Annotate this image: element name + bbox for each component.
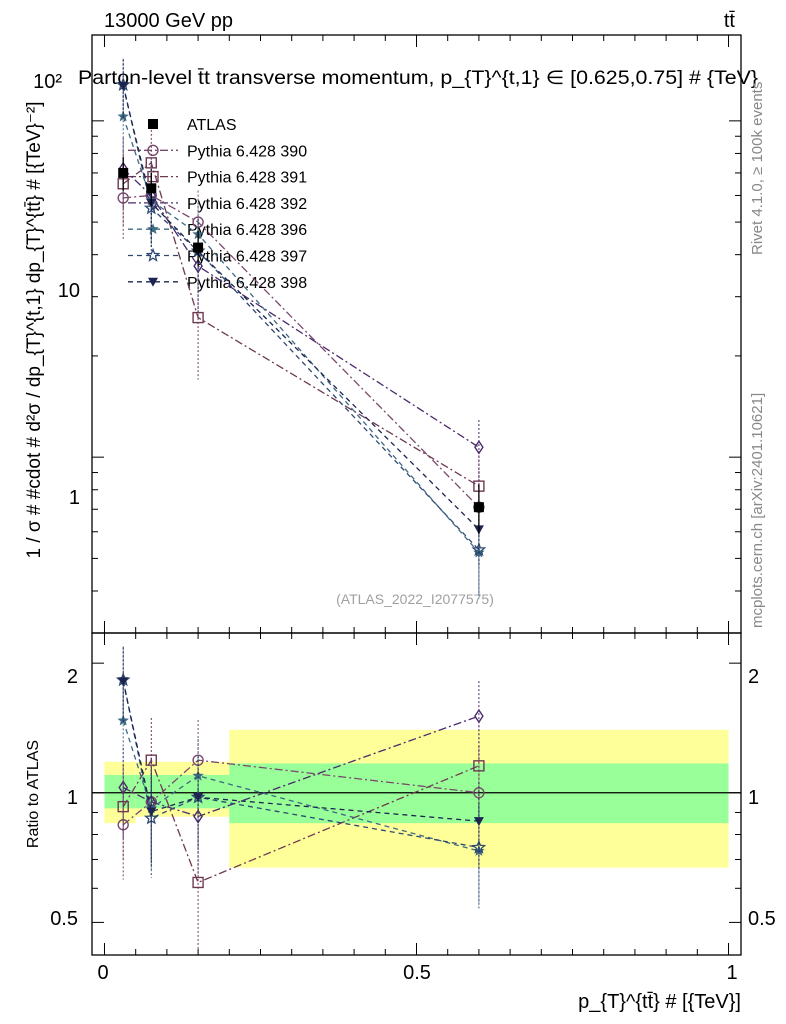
series-3 bbox=[118, 137, 484, 481]
x-tick-label-1: 1 bbox=[726, 962, 737, 984]
ratio-point bbox=[473, 760, 485, 772]
legend-label: ATLAS bbox=[187, 117, 237, 134]
ratio-line bbox=[122, 759, 479, 826]
legend: ATLAS Pythia 6.428 390 Pythia 6.428 391 Pyt… bbox=[128, 117, 307, 292]
y-tick-label-10: 10 bbox=[58, 280, 80, 302]
series-line bbox=[122, 161, 480, 487]
main-panel-series bbox=[115, 58, 487, 599]
ratio-point bbox=[192, 876, 204, 889]
ratio-tick-label-0p5: 0.5 bbox=[50, 908, 78, 930]
atlas-data bbox=[118, 157, 484, 535]
ratio-line bbox=[122, 681, 479, 822]
atlas-point bbox=[193, 242, 204, 253]
ratio-point bbox=[471, 839, 487, 854]
ratio-uncertainty-bands bbox=[92, 729, 741, 868]
axis-ticks bbox=[92, 35, 741, 955]
ratio-line bbox=[122, 758, 480, 884]
chart-title: Parton-level t̄t transverse momentum, p_… bbox=[78, 68, 758, 89]
series-line bbox=[122, 116, 480, 554]
series-2 bbox=[117, 129, 485, 532]
legend-marker bbox=[147, 144, 159, 157]
series-line bbox=[122, 168, 480, 448]
ratio-tick-label-right-0p5: 0.5 bbox=[748, 908, 776, 930]
analysis-label: (ATLAS_2022_I2077575) bbox=[336, 591, 494, 607]
y-axis-label: 1 / σ # #cdot # d²σ / dp_{T}^{t,1} dp_{T… bbox=[24, 102, 45, 559]
legend-marker bbox=[148, 277, 158, 287]
ratio-point bbox=[192, 769, 204, 781]
y-tick-label-100: 10² bbox=[33, 71, 62, 93]
rivet-version-label: Rivet 4.1.0, ≥ 100k events bbox=[749, 82, 766, 255]
ratio-point bbox=[118, 677, 129, 687]
ratio-point bbox=[118, 780, 129, 795]
legend-marker bbox=[147, 170, 159, 183]
series-4 bbox=[117, 88, 485, 599]
ratio-line bbox=[122, 715, 480, 818]
ratio-point bbox=[193, 793, 204, 803]
ratio-line bbox=[122, 720, 480, 852]
legend-marker bbox=[147, 223, 159, 235]
energy-label: 13000 GeV pp bbox=[104, 10, 233, 32]
atlas-point bbox=[146, 183, 157, 194]
ratio-point bbox=[193, 809, 203, 824]
series-line bbox=[122, 84, 480, 551]
ratio-point bbox=[145, 754, 157, 766]
legend-marker bbox=[145, 247, 161, 262]
legend-label: Pythia 6.428 397 bbox=[187, 249, 307, 266]
data-point bbox=[118, 81, 129, 91]
x-axis-label: p_{T}^{tt̄} # [{TeV}] bbox=[578, 991, 741, 1013]
ratio-point bbox=[146, 807, 157, 817]
inner-band-0 bbox=[104, 774, 136, 809]
mcplots-label: mcplots.cern.ch [arXiv:2401.10621] bbox=[749, 393, 766, 628]
data-point bbox=[474, 440, 484, 455]
ratio-tick-label-1: 1 bbox=[67, 787, 78, 809]
ratio-tick-label-right-1: 1 bbox=[748, 787, 759, 809]
legend-label: Pythia 6.428 396 bbox=[187, 222, 307, 239]
legend-label: Pythia 6.428 390 bbox=[187, 143, 307, 160]
ratio-point bbox=[473, 817, 484, 827]
y-tick-label-1: 1 bbox=[69, 487, 80, 509]
x-tick-label-0p5: 0.5 bbox=[403, 962, 431, 984]
series-line bbox=[123, 194, 480, 508]
ratio-y-axis-label: Ratio to ATLAS bbox=[25, 740, 42, 848]
legend-label: Pythia 6.428 392 bbox=[187, 196, 307, 213]
ratio-tick-label-right-2: 2 bbox=[748, 666, 759, 688]
x-tick-label-0: 0 bbox=[97, 962, 108, 984]
ratio-point bbox=[474, 708, 484, 724]
data-point bbox=[192, 311, 204, 324]
ratio-series-6 bbox=[118, 647, 484, 870]
series-6 bbox=[118, 59, 484, 568]
legend-marker bbox=[148, 119, 158, 129]
ratio-line bbox=[122, 679, 480, 849]
atlas-point bbox=[473, 502, 484, 513]
series-line bbox=[122, 85, 480, 530]
atlas-point bbox=[118, 167, 129, 178]
legend-label: Pythia 6.428 391 bbox=[187, 170, 307, 187]
ratio-panel-series bbox=[115, 646, 487, 951]
ratio-tick-label-2: 2 bbox=[67, 666, 78, 688]
process-label: tt̄ bbox=[724, 10, 736, 32]
